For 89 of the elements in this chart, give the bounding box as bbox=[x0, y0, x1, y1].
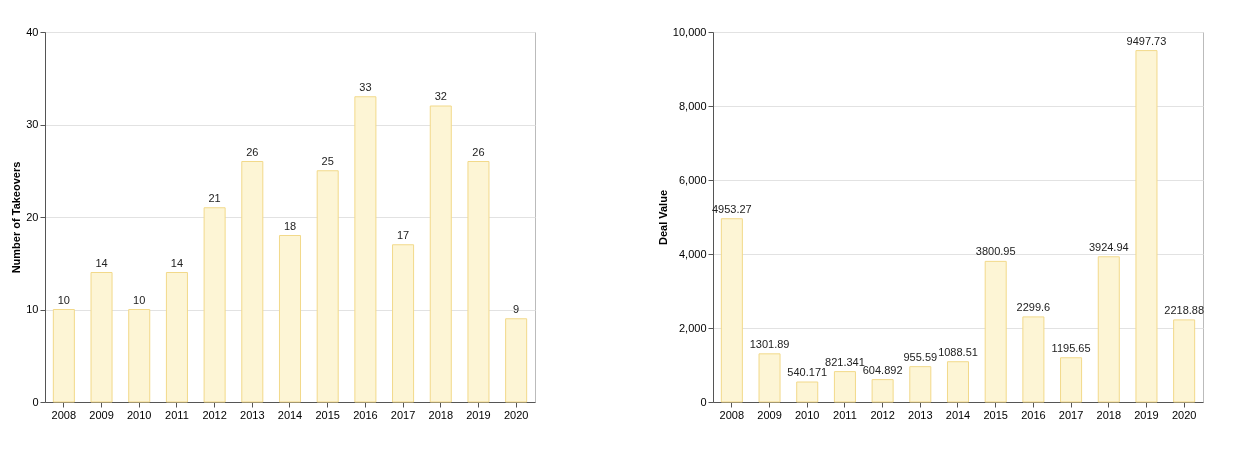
x-tick-label: 2015 bbox=[983, 408, 1008, 421]
data-label: 3924.94 bbox=[1088, 240, 1129, 253]
y-tick-label: 20 bbox=[26, 210, 39, 223]
data-label: 26 bbox=[472, 145, 485, 158]
x-tick-label: 2012 bbox=[202, 408, 227, 421]
y-tick-label: 8,000 bbox=[678, 99, 707, 112]
data-label: 32 bbox=[434, 90, 447, 102]
bar bbox=[165, 272, 188, 403]
data-label: 26 bbox=[246, 145, 259, 158]
x-tick-label: 2018 bbox=[428, 408, 454, 421]
x-tick-label: 2008 bbox=[51, 408, 77, 421]
x-tick-label: 2011 bbox=[165, 408, 189, 421]
bar bbox=[128, 309, 151, 403]
bar bbox=[1173, 319, 1196, 403]
x-tick-label: 2020 bbox=[1171, 408, 1197, 421]
x-tick-label: 2013 bbox=[908, 408, 933, 421]
data-label: 955.59 bbox=[903, 350, 938, 363]
bar bbox=[90, 272, 113, 403]
x-tick-label: 2018 bbox=[1096, 408, 1122, 421]
bar bbox=[278, 235, 302, 403]
data-label: 14 bbox=[170, 256, 184, 269]
x-tick-label: 2009 bbox=[757, 408, 782, 421]
bar bbox=[871, 379, 894, 403]
y-tick-label: 4,000 bbox=[678, 247, 707, 260]
data-label: 25 bbox=[321, 154, 334, 167]
bar bbox=[429, 105, 452, 403]
bar bbox=[316, 170, 339, 403]
bar bbox=[909, 366, 932, 403]
bar bbox=[354, 96, 377, 403]
bar bbox=[1097, 256, 1120, 403]
x-tick-label: 2010 bbox=[794, 408, 820, 421]
x-tick-label: 2020 bbox=[503, 408, 529, 421]
data-label: 2299.6 bbox=[1016, 300, 1051, 313]
bar bbox=[1060, 357, 1083, 403]
x-tick-label: 2009 bbox=[89, 408, 114, 421]
data-label: 2218.88 bbox=[1164, 303, 1205, 316]
y-tick-label: 10,000 bbox=[672, 25, 707, 38]
x-tick-label: 2015 bbox=[315, 408, 340, 421]
data-label: 17 bbox=[396, 228, 410, 241]
bar bbox=[1135, 50, 1158, 403]
bar bbox=[241, 161, 264, 403]
data-label: 18 bbox=[283, 219, 297, 232]
data-label: 821.341 bbox=[825, 355, 865, 368]
y-tick-label: 10 bbox=[26, 303, 39, 315]
data-label: 9497.73 bbox=[1126, 34, 1167, 47]
y-tick-label: 6,000 bbox=[678, 173, 707, 186]
bar bbox=[946, 361, 970, 403]
y-axis-title: Deal Value bbox=[656, 189, 669, 246]
data-label: 21 bbox=[208, 191, 221, 204]
y-tick-label: 2,000 bbox=[678, 321, 707, 334]
y-axis-title: Number of Takeovers bbox=[10, 161, 23, 274]
x-tick-label: 2010 bbox=[126, 408, 152, 421]
x-tick-label: 2012 bbox=[870, 408, 895, 421]
y-tick-label: 0 bbox=[700, 395, 707, 408]
x-tick-label: 2016 bbox=[353, 408, 378, 421]
y-tick-label: 40 bbox=[26, 25, 39, 38]
bar bbox=[52, 309, 75, 403]
bar bbox=[392, 244, 415, 403]
x-tick-label: 2011 bbox=[833, 408, 857, 421]
bar bbox=[758, 353, 781, 403]
bar bbox=[203, 207, 226, 403]
x-tick-label: 2008 bbox=[719, 408, 745, 421]
x-tick-label: 2019 bbox=[1134, 408, 1159, 421]
x-tick-label: 2014 bbox=[945, 408, 971, 421]
bar bbox=[1022, 316, 1045, 403]
bar bbox=[984, 260, 1007, 403]
data-label: 14 bbox=[95, 256, 108, 269]
x-tick-label: 2016 bbox=[1021, 408, 1046, 421]
data-label: 1195.65 bbox=[1051, 341, 1091, 354]
data-label: 540.171 bbox=[787, 366, 828, 379]
x-tick-label: 2017 bbox=[1058, 408, 1084, 421]
data-label: 3800.95 bbox=[975, 245, 1016, 258]
y-tick-label: 30 bbox=[26, 118, 39, 130]
bar bbox=[467, 161, 490, 403]
bar bbox=[720, 218, 743, 403]
x-tick-label: 2019 bbox=[466, 408, 491, 421]
data-label: 33 bbox=[359, 80, 372, 93]
x-tick-label: 2017 bbox=[390, 408, 416, 421]
data-label: 10 bbox=[133, 293, 146, 306]
x-tick-label: 2014 bbox=[277, 408, 303, 421]
bar bbox=[505, 318, 528, 403]
bar bbox=[796, 381, 819, 403]
data-label: 1088.51 bbox=[938, 345, 978, 358]
x-tick-label: 2013 bbox=[240, 408, 265, 421]
y-tick-label: 0 bbox=[32, 395, 39, 408]
bar bbox=[833, 371, 856, 403]
data-label: 1301.89 bbox=[749, 337, 790, 350]
data-label: 10 bbox=[57, 293, 70, 306]
data-label: 9 bbox=[513, 302, 520, 315]
